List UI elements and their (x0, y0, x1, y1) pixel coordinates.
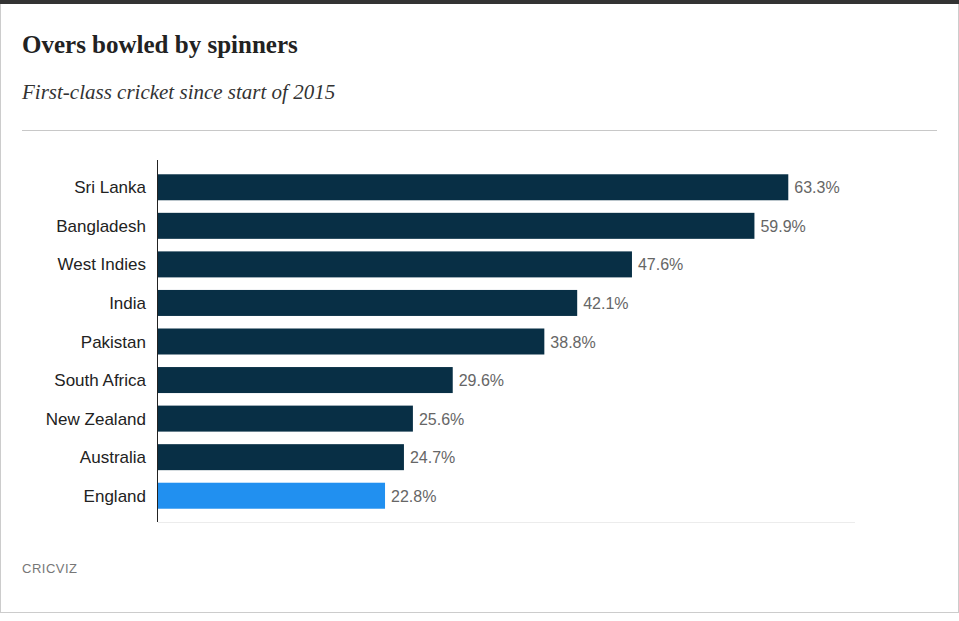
data-label: 38.8% (550, 334, 595, 351)
category-label: Bangladesh (56, 217, 146, 236)
category-label: England (84, 487, 146, 506)
y-axis (157, 160, 158, 522)
data-label: 25.6% (419, 411, 464, 428)
bar (158, 483, 385, 509)
x-axis (158, 522, 855, 523)
title: Overs bowled by spinners (22, 31, 298, 58)
bar (158, 329, 544, 355)
category-label: India (109, 294, 146, 313)
category-label: Sri Lanka (74, 178, 146, 197)
data-label: 22.8% (391, 488, 436, 505)
bar (158, 213, 754, 239)
bars (158, 174, 788, 508)
data-label: 42.1% (583, 295, 628, 312)
data-label: 59.9% (760, 218, 805, 235)
data-label: 29.6% (459, 372, 504, 389)
category-label: Australia (80, 448, 147, 467)
bar (158, 251, 632, 277)
frame (1, 1, 959, 613)
source: CRICVIZ (22, 561, 78, 576)
bar (158, 367, 453, 393)
data-label: 47.6% (638, 256, 683, 273)
bar (158, 174, 788, 200)
category-label: South Africa (54, 371, 146, 390)
bar (158, 406, 413, 432)
chart-svg: Overs bowled by spinners First-class cric… (0, 0, 959, 621)
data-label: 63.3% (794, 179, 839, 196)
category-label: Pakistan (81, 333, 146, 352)
bar (158, 290, 577, 316)
category-label: West Indies (57, 255, 146, 274)
chart-root: Overs bowled by spinners First-class cric… (0, 0, 959, 621)
top-rule (0, 0, 959, 4)
subtitle: First-class cricket since start of 2015 (21, 80, 335, 104)
bar (158, 444, 404, 470)
labels: Sri Lanka 63.3% Bangladesh 59.9% West Indies… (46, 178, 840, 505)
data-label: 24.7% (410, 449, 455, 466)
category-label: New Zealand (46, 410, 146, 429)
header-rule (22, 130, 937, 131)
